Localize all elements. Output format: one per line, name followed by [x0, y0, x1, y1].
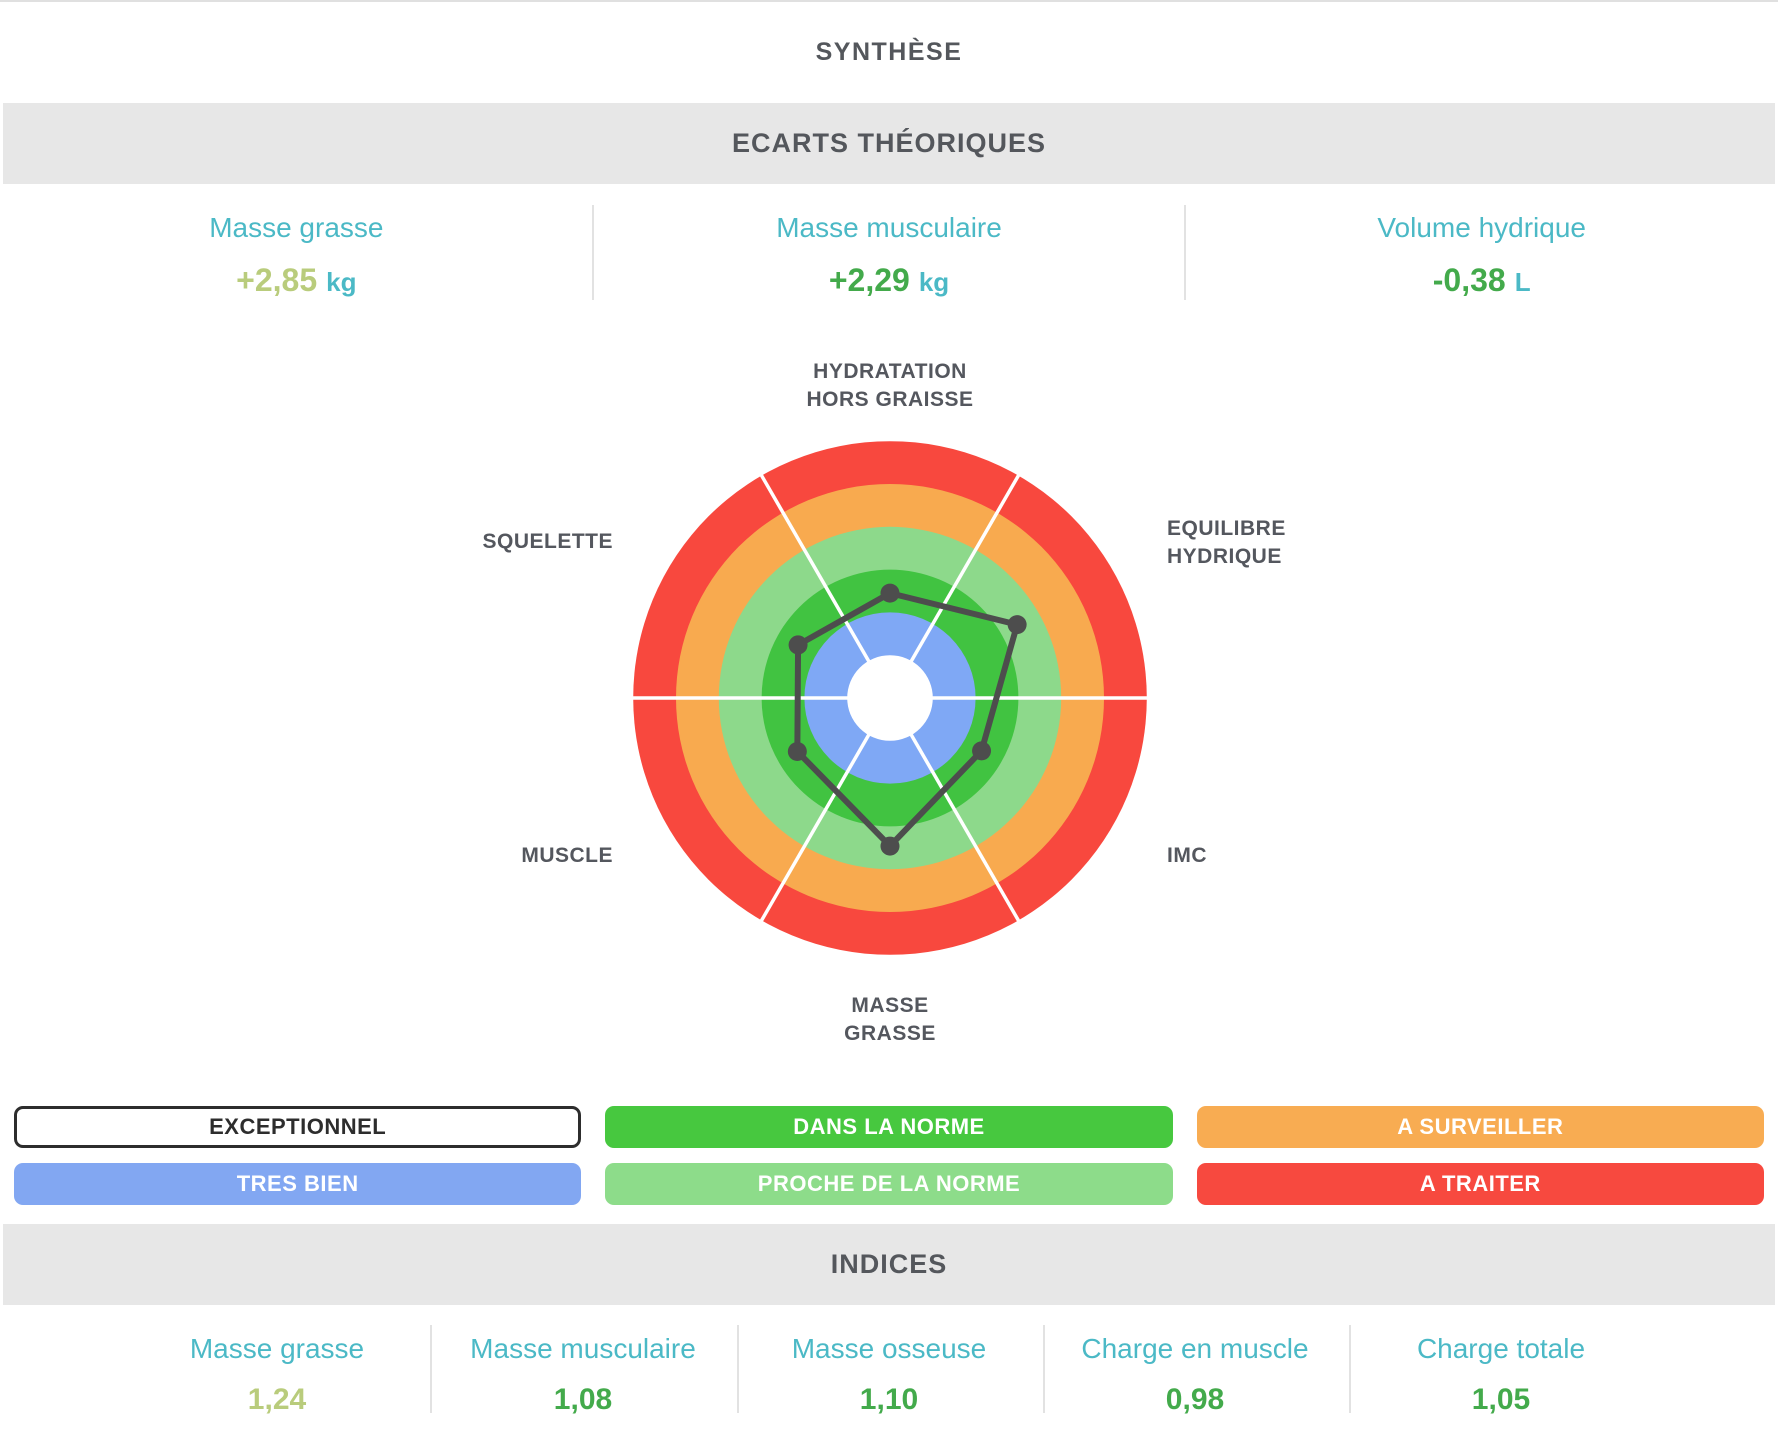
page-header: SYNTHÈSE	[0, 2, 1778, 103]
legend-badge-exceptionnel: EXCEPTIONNEL	[14, 1106, 582, 1148]
index-charge-en-muscle: Charge en muscle 0,98	[1042, 1305, 1348, 1417]
metric-value: 1,24	[248, 1383, 306, 1417]
metric-value-number: 0,98	[1165, 1383, 1225, 1416]
value-point	[880, 836, 900, 856]
metric-value-unit: kg	[918, 267, 950, 297]
legend-badge-dans-la-norme: DANS LA NORME	[605, 1106, 1173, 1148]
metric-value-number: 1,05	[1471, 1383, 1531, 1416]
legend: EXCEPTIONNEL DANS LA NORME A SURVEILLER …	[14, 1106, 1764, 1205]
column-divider	[430, 1325, 432, 1413]
legend-badge-a-surveiller: A SURVEILLER	[1196, 1106, 1764, 1148]
metric-value-unit: kg	[326, 267, 357, 297]
sector-divider-line	[888, 697, 1021, 923]
axis-label: EQUILIBRE	[1167, 517, 1286, 540]
metric-masse-musculaire: Masse musculaire +2,29 kg	[593, 184, 1186, 299]
column-divider	[592, 205, 594, 300]
metric-value: +2,85 kg	[236, 262, 356, 299]
legend-badge-proche-de-la-norme: PROCHE DE LA NORME	[605, 1163, 1173, 1205]
ecarts-metrics-row: Masse grasse +2,85 kg Masse musculaire +…	[0, 184, 1778, 299]
section-header-indices: INDICES	[3, 1224, 1775, 1305]
axis-label: SQUELETTE	[482, 530, 613, 553]
metric-value-unit: L	[1514, 267, 1531, 297]
section-title-ecarts: ECARTS THÉORIQUES	[731, 128, 1047, 158]
value-point	[880, 583, 900, 603]
index-masse-grasse: Masse grasse 1,24	[124, 1305, 430, 1417]
metric-value-number: +2,85	[236, 262, 318, 298]
axis-label: HYDRIQUE	[1167, 545, 1282, 568]
column-divider	[1043, 1325, 1045, 1413]
metric-label: Masse grasse	[209, 212, 384, 243]
axis-label: GRASSE	[844, 1022, 936, 1045]
page-top-border	[0, 0, 1778, 2]
axis-label: HORS GRAISSE	[806, 388, 973, 411]
index-charge-totale: Charge totale 1,05	[1348, 1305, 1654, 1417]
metric-value: +2,29 kg	[829, 262, 949, 299]
metric-label: Masse musculaire	[776, 212, 1002, 243]
metric-label: Charge totale	[1416, 1333, 1586, 1364]
radar-chart: HYDRATATION HORS GRAISSE EQUILIBRE HYDRIQUE…	[482, 360, 1286, 1045]
metric-value-number: 1,08	[553, 1383, 613, 1416]
index-masse-osseuse: Masse osseuse 1,10	[736, 1305, 1042, 1417]
metric-masse-grasse: Masse grasse +2,85 kg	[0, 184, 593, 299]
legend-badge-a-traiter: A TRAITER	[1196, 1163, 1764, 1205]
sector-divider-line	[759, 473, 892, 699]
metric-value: 1,08	[554, 1383, 612, 1417]
indices-metrics-row: Masse grasse 1,24 Masse musculaire 1,08 …	[124, 1305, 1654, 1417]
metric-value: 0,98	[1166, 1383, 1224, 1417]
value-point	[787, 742, 807, 761]
page-title: SYNTHÈSE	[815, 38, 963, 66]
metric-value-number: 1,24	[247, 1383, 307, 1416]
metric-value-number: +2,29	[828, 262, 910, 298]
metric-volume-hydrique: Volume hydrique -0,38 L	[1185, 184, 1778, 299]
index-masse-musculaire: Masse musculaire 1,08	[430, 1305, 736, 1417]
metric-label: Charge en muscle	[1081, 1333, 1309, 1364]
axis-label: MUSCLE	[521, 844, 613, 867]
sector-divider-line	[759, 697, 892, 923]
column-divider	[1349, 1325, 1351, 1413]
column-divider	[737, 1325, 739, 1413]
axis-label: HYDRATATION	[813, 360, 967, 383]
metric-label: Masse osseuse	[791, 1333, 987, 1364]
metric-value: 1,05	[1472, 1383, 1530, 1417]
metric-label: Volume hydrique	[1377, 212, 1586, 243]
metric-value-number: -0,38	[1432, 262, 1506, 298]
metric-label: Masse grasse	[189, 1333, 365, 1364]
axis-label: MASSE	[851, 994, 928, 1017]
section-title-indices: INDICES	[830, 1249, 948, 1279]
section-header-ecarts: ECARTS THÉORIQUES	[3, 103, 1775, 184]
legend-badge-tres-bien: TRES BIEN	[14, 1163, 582, 1205]
value-point	[1007, 615, 1027, 635]
metric-label: Masse musculaire	[470, 1333, 696, 1364]
metric-value-number: 1,10	[859, 1383, 919, 1416]
value-point	[972, 741, 992, 761]
sector-divider-line	[888, 473, 1021, 699]
value-point	[788, 635, 808, 655]
metric-value: 1,10	[860, 1383, 918, 1417]
axis-label: IMC	[1167, 844, 1207, 867]
metric-value: -0,38 L	[1433, 262, 1531, 299]
column-divider	[1184, 205, 1186, 300]
